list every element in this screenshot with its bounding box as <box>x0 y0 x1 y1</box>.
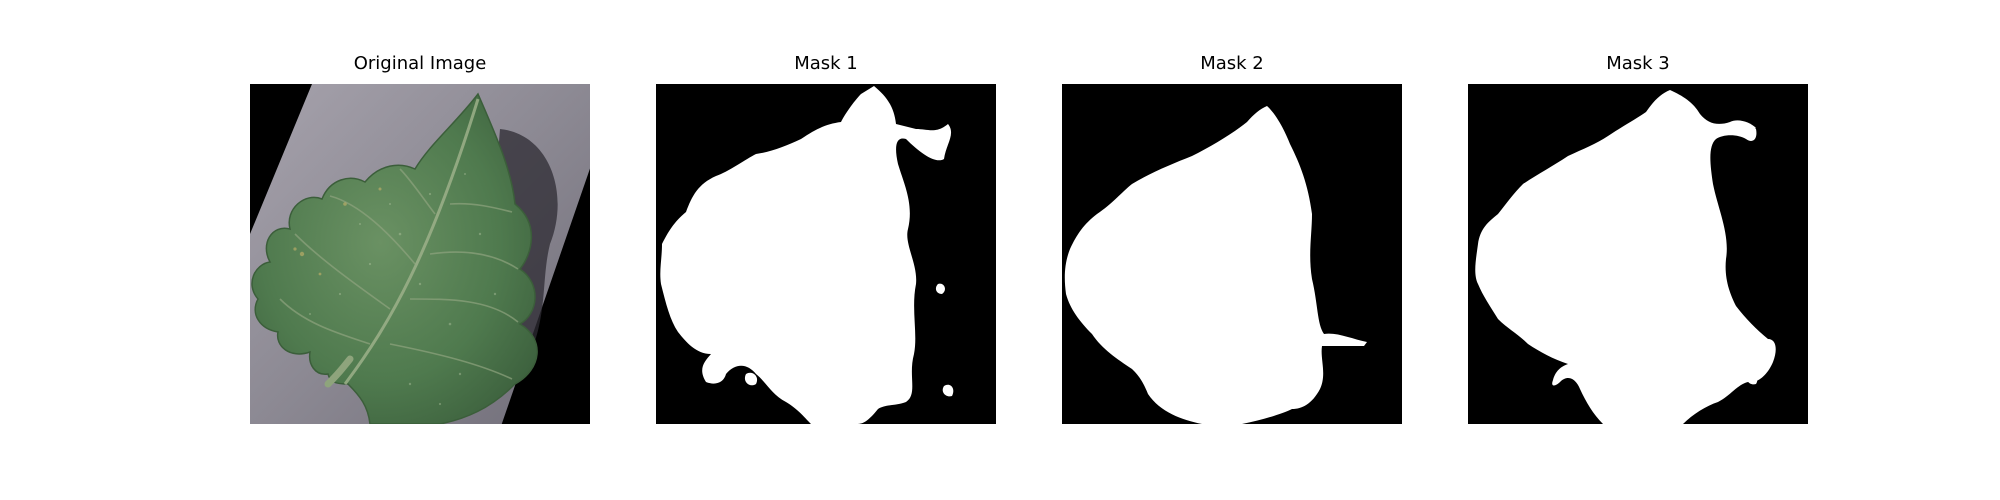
leaf-stem <box>324 355 354 388</box>
mask-3-islet <box>1730 120 1756 131</box>
panel-title: Original Image <box>353 53 487 74</box>
leaf-texture <box>309 173 497 406</box>
mask-2-image <box>1062 84 1402 424</box>
panel-title: Mask 1 <box>794 53 858 74</box>
mask-3-islet <box>1746 372 1758 385</box>
mask-1-islet <box>942 384 954 397</box>
mask-2-region <box>1064 106 1367 424</box>
mask-3-region <box>1475 90 1776 424</box>
leaf-shape <box>251 92 538 424</box>
panel-title: Mask 3 <box>1606 53 1670 74</box>
mask-1-region <box>660 86 952 424</box>
mask-1-image <box>656 84 996 424</box>
mask-1-islet <box>935 283 945 294</box>
leaf-spots <box>293 187 382 276</box>
original-image <box>250 84 590 424</box>
leaf-veins <box>279 168 519 380</box>
panel-title: Mask 2 <box>1200 53 1264 74</box>
mask-3-image <box>1468 84 1808 424</box>
mask-1-islet <box>744 372 758 386</box>
leaf-midrib <box>343 98 480 385</box>
